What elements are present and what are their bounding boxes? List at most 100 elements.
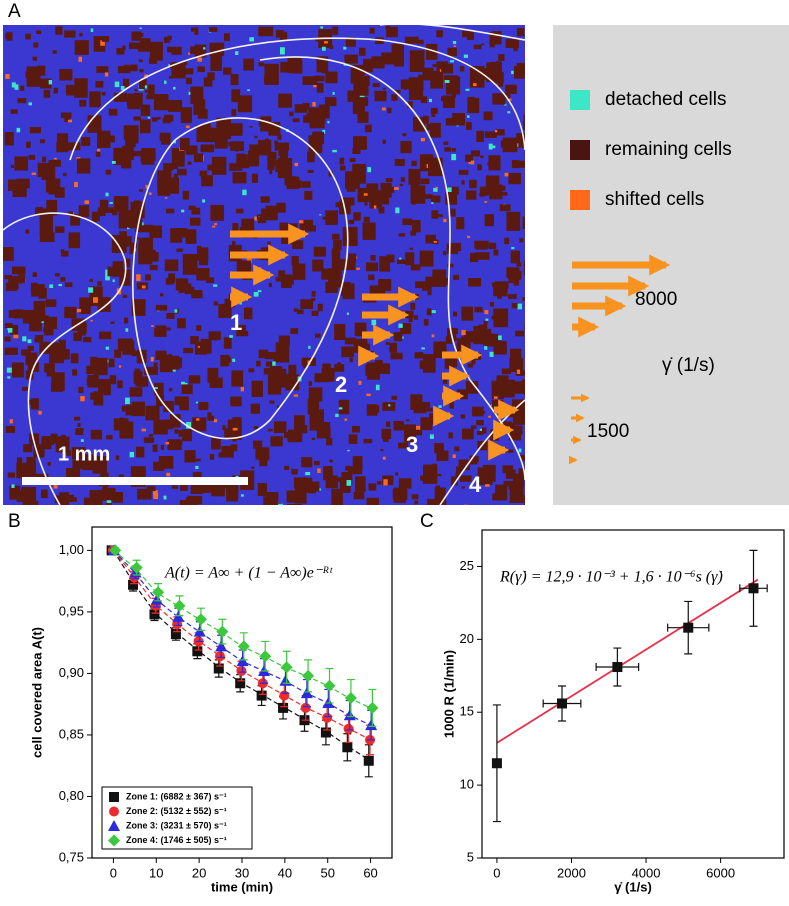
cell xyxy=(317,468,321,474)
cell xyxy=(195,401,199,404)
cell xyxy=(477,164,482,171)
cell xyxy=(382,456,386,460)
cell xyxy=(385,421,391,427)
cell xyxy=(341,346,354,358)
cell xyxy=(284,226,289,231)
cell xyxy=(141,285,146,289)
cell xyxy=(405,419,410,422)
cell xyxy=(237,95,253,113)
x-tick-label: 4000 xyxy=(632,865,661,880)
cell xyxy=(163,163,174,171)
cell xyxy=(469,65,485,88)
cell xyxy=(273,354,286,362)
cell xyxy=(235,51,239,55)
cell xyxy=(340,197,355,206)
cell xyxy=(12,187,27,198)
cell xyxy=(459,66,465,72)
cell xyxy=(88,287,94,293)
cell xyxy=(476,420,484,426)
cell xyxy=(415,281,429,289)
cell xyxy=(493,396,498,399)
cell xyxy=(481,43,485,46)
cell xyxy=(308,381,312,386)
cell xyxy=(322,129,326,134)
cell xyxy=(138,189,144,192)
cell xyxy=(118,365,122,368)
cell xyxy=(337,362,341,367)
cell xyxy=(64,115,71,123)
cell xyxy=(249,126,253,128)
legend-swatch xyxy=(570,190,590,210)
cell xyxy=(140,203,144,207)
cell xyxy=(153,492,159,500)
cell xyxy=(179,499,194,505)
cell xyxy=(444,79,450,84)
cell xyxy=(254,135,258,139)
cell xyxy=(102,482,108,490)
cell xyxy=(106,435,113,440)
marker xyxy=(194,613,207,626)
cell xyxy=(445,76,461,95)
cell xyxy=(8,133,13,137)
cell xyxy=(138,224,153,233)
cell xyxy=(25,229,30,234)
panel-label: C xyxy=(420,511,434,532)
cell xyxy=(263,75,269,83)
cell xyxy=(124,258,131,268)
cell xyxy=(356,97,369,107)
cell xyxy=(284,373,295,383)
cell xyxy=(432,63,438,67)
cell xyxy=(443,95,455,109)
cell xyxy=(412,117,425,132)
x-tick-label: 10 xyxy=(149,865,163,880)
cell xyxy=(25,500,39,505)
cell xyxy=(523,120,525,131)
plot-frame xyxy=(481,529,785,859)
cell xyxy=(349,357,353,363)
cell xyxy=(38,410,42,415)
cell xyxy=(284,465,290,470)
cell xyxy=(91,211,100,222)
cell xyxy=(139,119,151,134)
cell xyxy=(41,436,52,450)
cell xyxy=(397,423,401,428)
cell xyxy=(516,262,522,267)
cell xyxy=(186,77,192,85)
cell xyxy=(504,103,507,106)
cell xyxy=(200,338,212,354)
cell xyxy=(466,121,472,130)
cell xyxy=(467,235,471,238)
cell xyxy=(340,165,346,171)
cell xyxy=(109,202,113,204)
cell xyxy=(309,409,324,431)
cell xyxy=(199,170,208,177)
cell xyxy=(9,419,13,424)
cell xyxy=(232,358,236,362)
cell xyxy=(29,127,41,134)
cell xyxy=(111,160,116,164)
cell xyxy=(167,100,183,112)
cell xyxy=(260,116,272,132)
cell xyxy=(460,414,466,419)
cell xyxy=(270,436,283,447)
cell xyxy=(456,217,465,230)
cell xyxy=(279,222,288,232)
x-tick-label: 20 xyxy=(192,865,206,880)
marker xyxy=(109,792,119,802)
cell xyxy=(139,69,144,73)
cell xyxy=(400,177,405,182)
cell xyxy=(383,479,388,486)
cell xyxy=(369,27,375,34)
cell xyxy=(463,54,469,58)
cell xyxy=(123,64,130,68)
cell xyxy=(461,306,474,321)
cell xyxy=(449,402,454,409)
cell xyxy=(449,60,455,63)
cell xyxy=(58,283,62,287)
cell xyxy=(320,34,325,39)
cell xyxy=(235,149,239,152)
cell xyxy=(144,85,148,89)
cell xyxy=(67,119,73,123)
cell xyxy=(381,52,395,65)
cell xyxy=(55,273,60,277)
